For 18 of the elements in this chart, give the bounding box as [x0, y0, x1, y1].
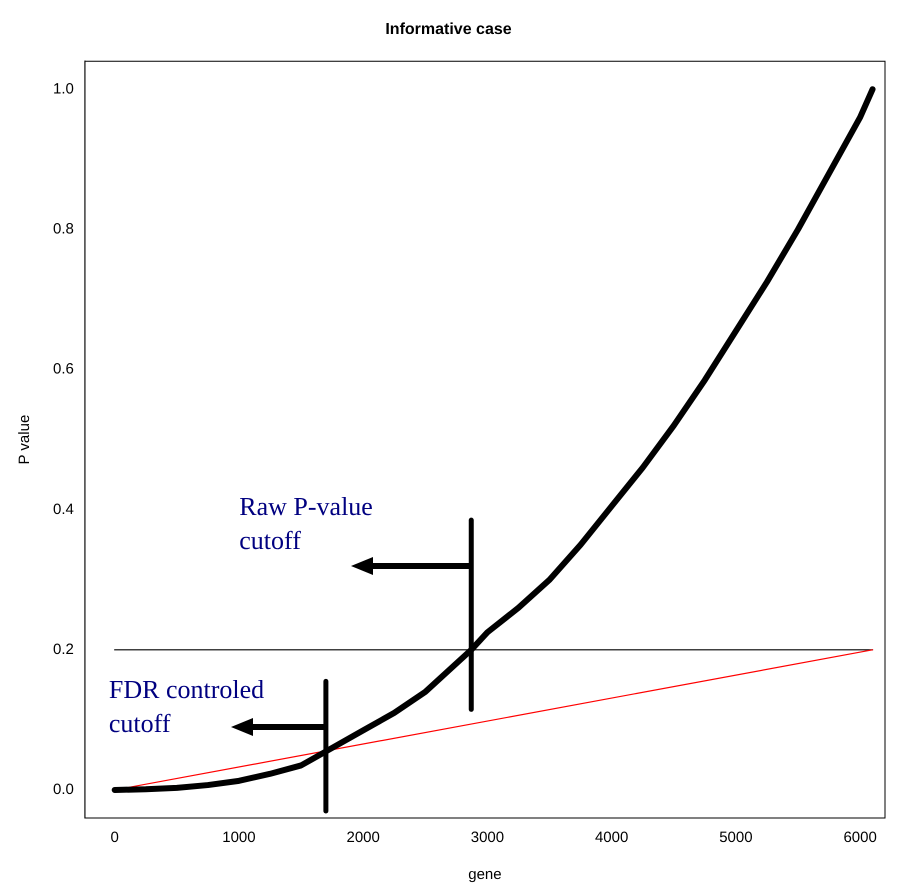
chart-title: Informative case: [385, 21, 512, 38]
y-tick-label: 0.8: [52, 220, 74, 238]
annotation: Raw P-value cutoff: [239, 490, 374, 557]
y-tick-label: 1.0: [52, 80, 74, 98]
y-tick-label: 0.4: [52, 500, 74, 518]
x-axis-title: gene: [468, 866, 502, 884]
y-tick-label: 0.0: [52, 781, 74, 798]
x-tick-label: 5000: [719, 829, 753, 846]
x-tick-label: 2000: [346, 829, 380, 846]
y-tick-label: 0.2: [52, 640, 74, 658]
y-axis-title: P value: [16, 414, 34, 464]
x-tick-label: 0: [110, 829, 119, 846]
annotation: FDR controled cutoff: [108, 674, 266, 740]
x-tick-label: 3000: [470, 829, 504, 846]
y-tick-label: 0.6: [52, 360, 74, 378]
x-tick-label: 4000: [594, 829, 628, 846]
x-tick-label: 1000: [222, 829, 256, 846]
x-tick-label: 6000: [843, 829, 877, 846]
